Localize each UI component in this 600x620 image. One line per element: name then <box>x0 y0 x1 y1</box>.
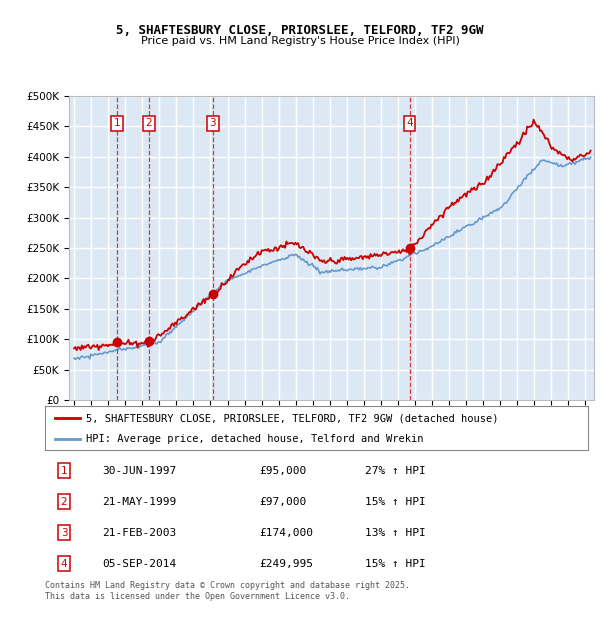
Text: HPI: Average price, detached house, Telford and Wrekin: HPI: Average price, detached house, Telf… <box>86 433 423 444</box>
Text: Contains HM Land Registry data © Crown copyright and database right 2025.: Contains HM Land Registry data © Crown c… <box>45 581 410 590</box>
Text: 3: 3 <box>209 118 216 128</box>
Text: This data is licensed under the Open Government Licence v3.0.: This data is licensed under the Open Gov… <box>45 592 350 601</box>
Text: 4: 4 <box>61 559 67 569</box>
Text: 1: 1 <box>61 466 67 476</box>
Text: £97,000: £97,000 <box>259 497 307 507</box>
Text: 2: 2 <box>61 497 67 507</box>
Text: Price paid vs. HM Land Registry's House Price Index (HPI): Price paid vs. HM Land Registry's House … <box>140 36 460 46</box>
Text: 1: 1 <box>113 118 120 128</box>
Text: £174,000: £174,000 <box>259 528 313 538</box>
Text: 05-SEP-2014: 05-SEP-2014 <box>102 559 176 569</box>
Text: 30-JUN-1997: 30-JUN-1997 <box>102 466 176 476</box>
Text: 5, SHAFTESBURY CLOSE, PRIORSLEE, TELFORD, TF2 9GW (detached house): 5, SHAFTESBURY CLOSE, PRIORSLEE, TELFORD… <box>86 414 498 423</box>
Text: 3: 3 <box>61 528 67 538</box>
Text: 5, SHAFTESBURY CLOSE, PRIORSLEE, TELFORD, TF2 9GW: 5, SHAFTESBURY CLOSE, PRIORSLEE, TELFORD… <box>116 24 484 37</box>
Text: 2: 2 <box>145 118 152 128</box>
Text: £249,995: £249,995 <box>259 559 313 569</box>
Text: 27% ↑ HPI: 27% ↑ HPI <box>365 466 426 476</box>
Text: 15% ↑ HPI: 15% ↑ HPI <box>365 497 426 507</box>
Text: 4: 4 <box>406 118 413 128</box>
Text: 15% ↑ HPI: 15% ↑ HPI <box>365 559 426 569</box>
Text: 13% ↑ HPI: 13% ↑ HPI <box>365 528 426 538</box>
Text: 21-MAY-1999: 21-MAY-1999 <box>102 497 176 507</box>
Text: £95,000: £95,000 <box>259 466 307 476</box>
Text: 21-FEB-2003: 21-FEB-2003 <box>102 528 176 538</box>
